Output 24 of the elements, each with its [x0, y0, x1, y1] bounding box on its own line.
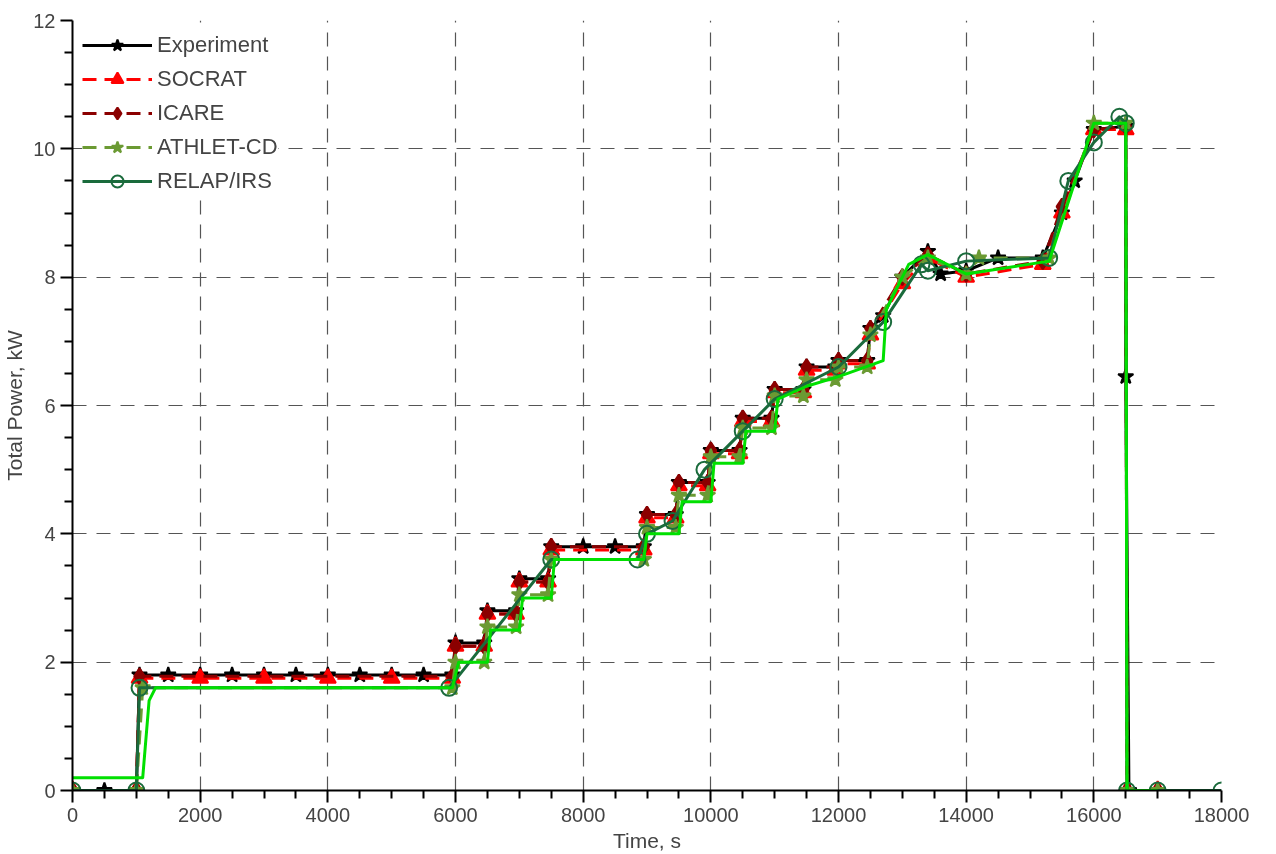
legend-label: ICARE — [157, 100, 225, 126]
x-tick-label: 4000 — [305, 803, 351, 826]
x-tick-label: 18000 — [1193, 803, 1250, 826]
y-tick-label: 6 — [44, 394, 56, 417]
x-tick-label: 10000 — [683, 803, 739, 826]
legend-label: Experiment — [157, 32, 269, 58]
legend-label: SOCRAT — [157, 66, 248, 92]
y-tick-label: 4 — [44, 522, 56, 545]
legend-label: ATHLET-CD — [157, 134, 278, 160]
x-axis-title: Time, s — [612, 828, 682, 852]
y-axis-title: Total Power, kW — [3, 330, 27, 481]
x-tick-label: 16000 — [1066, 803, 1122, 826]
y-tick-label: 12 — [33, 9, 56, 32]
legend-label: RELAP/IRS — [157, 168, 272, 194]
x-tick-label: 6000 — [433, 803, 478, 826]
x-tick-label: 2000 — [177, 803, 223, 826]
x-tick-label: 12000 — [810, 803, 867, 826]
x-tick-label: 0 — [66, 803, 79, 826]
y-tick-label: 10 — [33, 137, 56, 160]
y-tick-label: 2 — [44, 651, 56, 674]
x-tick-label: 8000 — [560, 803, 606, 826]
x-tick-label: 14000 — [938, 803, 994, 826]
y-tick-label: 0 — [44, 779, 56, 802]
y-tick-label: 8 — [44, 266, 56, 289]
